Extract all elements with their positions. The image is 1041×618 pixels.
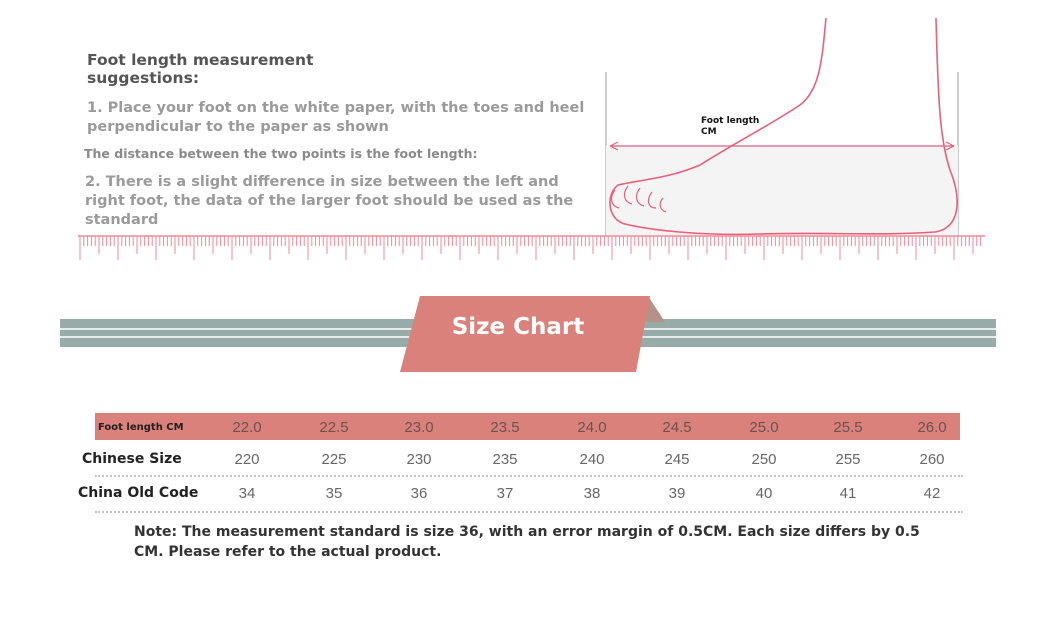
table-cell: 23.5 [490,419,520,436]
table-cell: 22.0 [232,419,262,436]
instruction-step-2: 2. There is a slight difference in size … [85,174,574,228]
table-cell: 24.5 [662,419,692,436]
table-cell: 34 [238,485,256,502]
row-divider [95,475,963,477]
table-cell: 24.0 [577,419,607,436]
foot-length-row-bg [95,413,960,440]
table-cell: 220 [234,451,260,468]
instruction-step-1: 1. Place your foot on the white paper, w… [87,100,585,135]
table-cell: 235 [492,451,518,468]
foot-length-label-line1: Foot length [701,116,760,126]
table-cell: 255 [835,451,861,468]
table-cell: 38 [583,485,601,502]
table-cell: 22.5 [319,419,349,436]
table-cell: 240 [579,451,605,468]
table-cell: 25.0 [749,419,779,436]
table-cell: 230 [406,451,432,468]
table-cell: 42 [923,485,941,502]
ruler [79,236,982,260]
table-cell: 36 [410,485,428,502]
foot-diagram [78,17,985,260]
size-chart-tag [400,296,665,372]
row-label: China Old Code [78,485,199,501]
table-cell: 40 [755,485,773,502]
table-cell: 39 [668,485,686,502]
distance-note: The distance between the two points is t… [84,146,478,161]
row-divider [95,511,963,513]
table-cell: 260 [919,451,945,468]
foot-length-label: Foot length CM [701,116,759,138]
table-cell: 25.5 [833,419,863,436]
table-cell: 250 [751,451,777,468]
table-cell: 225 [321,451,347,468]
table-cell: 23.0 [404,419,434,436]
table-cell: 37 [496,485,514,502]
table-cell: 41 [839,485,857,502]
table-cell: 245 [664,451,690,468]
instructions-title: Foot length measurement suggestions: [87,51,314,87]
table-cell: 26.0 [917,419,947,436]
foot-length-label-line2: CM [701,127,717,137]
size-note: Note: The measurement standard is size 3… [134,524,920,560]
row-label: Chinese Size [82,451,182,467]
size-chart-title: Size Chart [451,314,585,340]
table-cell: 35 [325,485,343,502]
row-label: Foot length CM [98,422,184,433]
